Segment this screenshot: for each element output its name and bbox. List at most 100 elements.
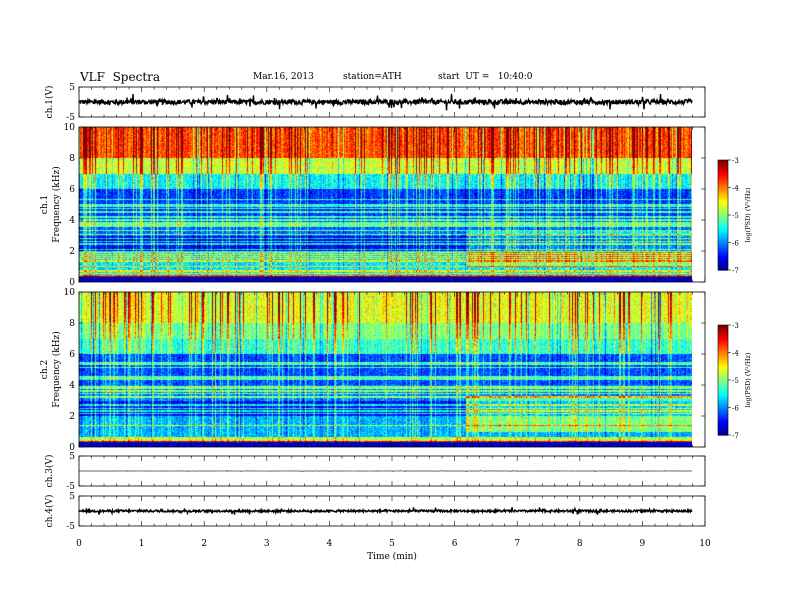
colorbar-segment	[718, 255, 728, 258]
colorbar-segment	[718, 174, 728, 178]
colorbar-segment	[718, 161, 728, 165]
colorbar-segment	[718, 240, 728, 244]
colorbar-segment	[718, 422, 728, 425]
colorbar-segment	[718, 383, 728, 387]
colorbar-segment	[718, 231, 728, 234]
colorbar-segment	[718, 215, 728, 218]
x-tick-label: 2	[201, 539, 207, 549]
y-tick-label: -5	[66, 113, 75, 123]
colorbar-segment	[718, 198, 728, 201]
colorbar-segment	[718, 182, 728, 185]
ch2-spectrogram-image	[79, 292, 692, 447]
ch1-spectrogram-channel-label: ch.1	[40, 195, 50, 214]
station-label: station=ATH	[343, 72, 402, 82]
colorbar-segment	[718, 372, 728, 376]
colorbar-segment	[718, 262, 728, 266]
y-tick-label: 4	[69, 381, 75, 391]
colorbar-segment	[718, 189, 728, 192]
colorbar-segment	[718, 418, 728, 421]
colorbar-tick-label: -7	[732, 432, 739, 440]
colorbar-segment	[718, 185, 728, 189]
colorbar-segment	[718, 257, 728, 260]
ch1-waveform-ylabel: ch.1(V)	[44, 86, 55, 119]
colorbar-segment	[718, 359, 728, 363]
y-tick-label: 8	[69, 154, 75, 164]
y-tick-label: 2	[69, 412, 75, 422]
ch1-waveform-trace	[78, 93, 693, 111]
colorbar-segment	[718, 370, 728, 374]
colorbar-segment	[718, 220, 728, 223]
y-tick-label: 8	[69, 319, 75, 329]
ch3-waveform-trace	[79, 470, 692, 472]
colorbar-segment	[718, 229, 728, 233]
colorbar-segment	[718, 246, 728, 249]
colorbar-tick-label: -6	[732, 405, 739, 413]
colorbar-segment	[718, 238, 728, 242]
colorbar-segment	[718, 187, 728, 190]
colorbar-segment	[718, 330, 728, 333]
colorbar-segment	[718, 337, 728, 341]
colorbar-segment	[718, 358, 728, 361]
x-tick-label: 7	[514, 539, 520, 549]
colorbar-segment	[718, 266, 728, 269]
colorbar-segment	[718, 244, 728, 247]
colorbar-segment	[718, 167, 728, 170]
colorbar-segment	[718, 365, 728, 368]
x-tick-label: 4	[327, 539, 333, 549]
colorbar-segment	[718, 392, 728, 396]
colorbar-segment	[718, 209, 728, 212]
y-tick-label: 0	[69, 278, 75, 288]
colorbar-segment	[718, 369, 728, 372]
colorbar-segment	[718, 183, 728, 187]
colorbar-segment	[718, 242, 728, 245]
ch2-spectrogram-ylabel: Frequency (kHz)	[51, 331, 62, 408]
colorbar-segment	[718, 332, 728, 335]
ch2-spectrogram-colorbar-label: log(PSD) (V²/Hz)	[744, 352, 752, 407]
colorbar-segment	[718, 204, 728, 207]
ch1-spectrogram-image	[79, 127, 692, 282]
date-label: Mar.16, 2013	[253, 72, 314, 82]
colorbar-segment	[718, 400, 728, 403]
colorbar-tick-label: -6	[732, 240, 739, 248]
colorbar-segment	[718, 196, 728, 200]
ch4-waveform-trace	[78, 506, 693, 516]
colorbar-segment	[718, 416, 728, 420]
ch1-spectrogram-colorbar-label: log(PSD) (V²/Hz)	[744, 187, 752, 242]
colorbar-segment	[718, 350, 728, 354]
colorbar-segment	[718, 385, 728, 388]
colorbar-tick-label: -4	[732, 185, 739, 193]
colorbar-segment	[718, 361, 728, 365]
colorbar-segment	[718, 194, 728, 198]
colorbar-segment	[718, 345, 728, 348]
colorbar-tick-label: -3	[732, 322, 739, 330]
colorbar-segment	[718, 268, 728, 271]
colorbar-segment	[718, 347, 728, 350]
colorbar-segment	[718, 172, 728, 176]
colorbar-segment	[718, 248, 728, 251]
colorbar-segment	[718, 178, 728, 181]
colorbar-segment	[718, 398, 728, 401]
colorbar-segment	[718, 163, 728, 167]
colorbar-segment	[718, 328, 728, 332]
colorbar-segment	[718, 380, 728, 383]
colorbar-segment	[718, 427, 728, 431]
x-tick-label: 3	[264, 539, 270, 549]
colorbar-segment	[718, 396, 728, 399]
ch3-waveform-ylabel: ch.3(V)	[44, 455, 55, 488]
colorbar-segment	[718, 216, 728, 220]
colorbar-segment	[718, 171, 728, 174]
colorbar-segment	[718, 207, 728, 211]
colorbar-segment	[718, 413, 728, 416]
y-tick-label: 5	[69, 492, 75, 502]
colorbar-segment	[718, 391, 728, 394]
colorbar-segment	[718, 374, 728, 377]
colorbar-segment	[718, 325, 728, 328]
colorbar-segment	[718, 233, 728, 236]
colorbar-tick-label: -5	[732, 377, 739, 385]
colorbar-segment	[718, 348, 728, 352]
colorbar-tick-label: -4	[732, 350, 739, 358]
colorbar-segment	[718, 376, 728, 379]
ch1-spectrogram-ylabel: Frequency (kHz)	[51, 166, 62, 243]
x-tick-label: 6	[452, 539, 458, 549]
